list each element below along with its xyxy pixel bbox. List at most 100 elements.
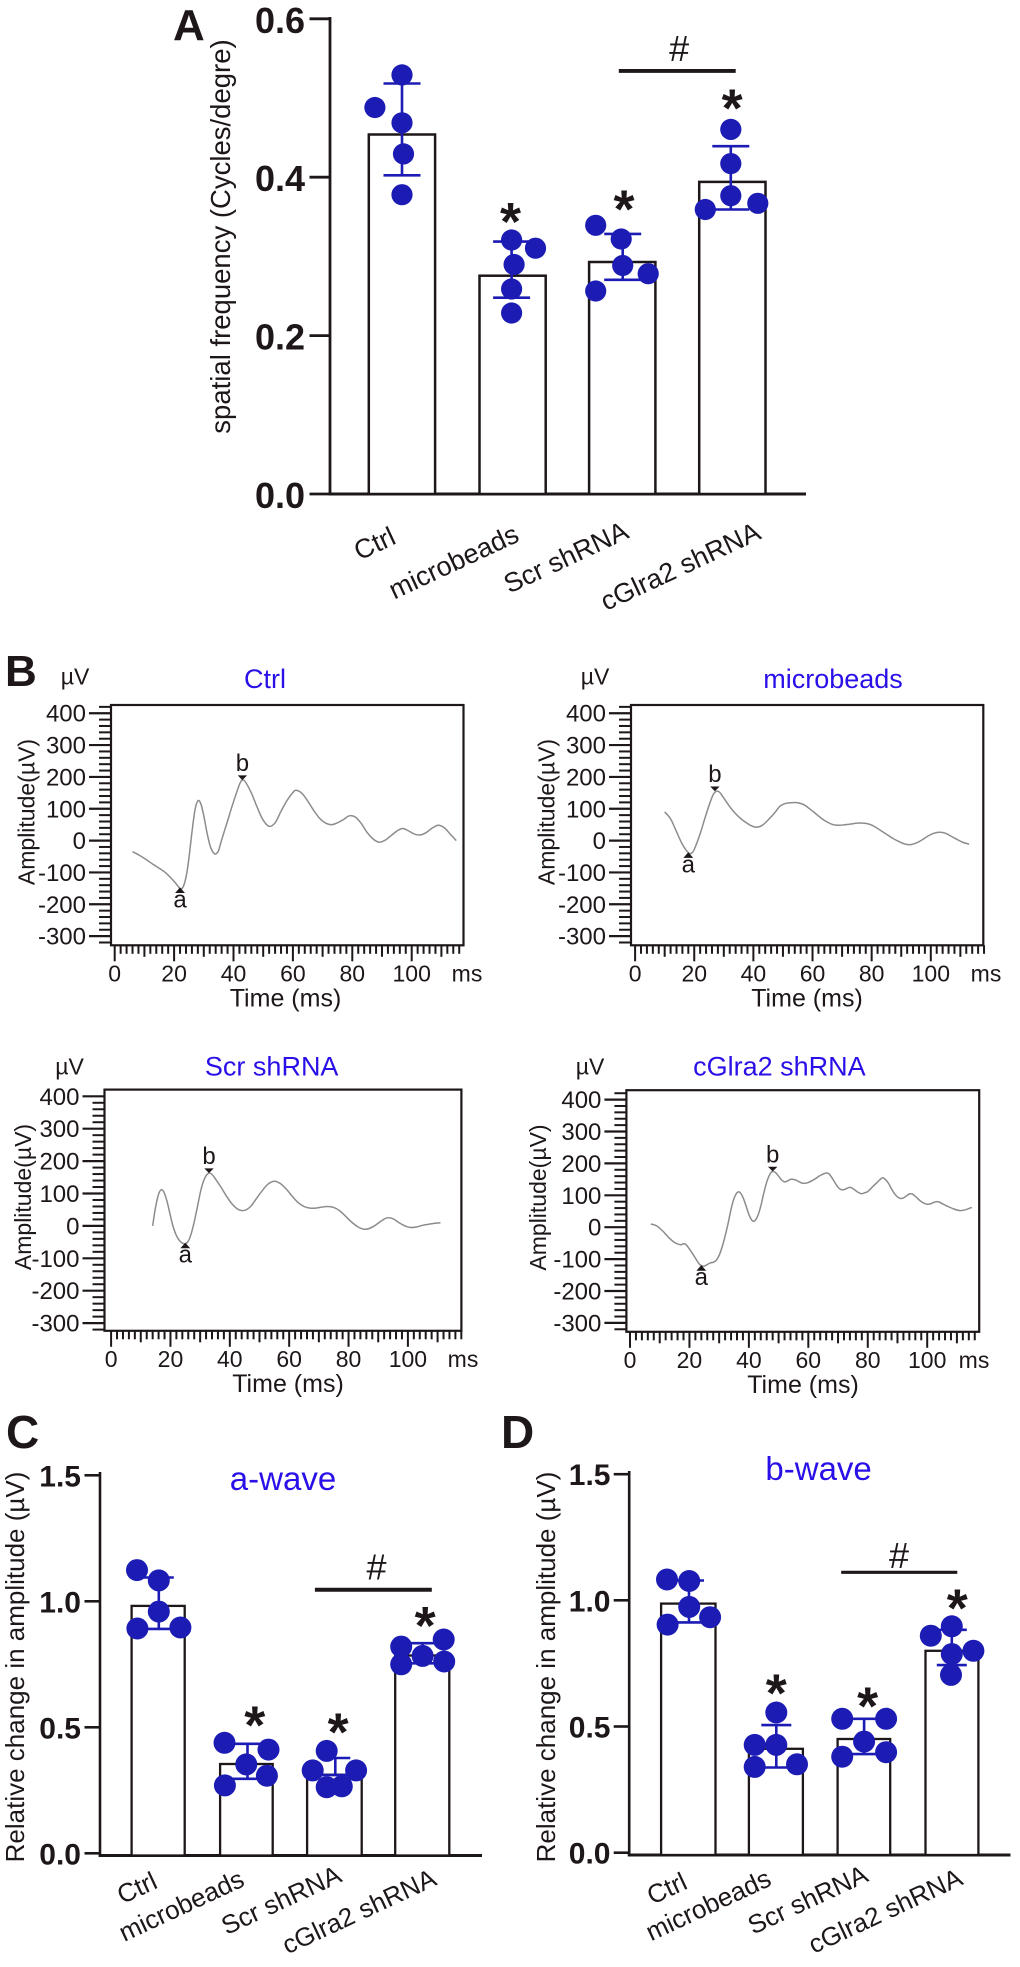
svg-text:0: 0 bbox=[588, 1215, 601, 1242]
svg-text:0: 0 bbox=[629, 960, 642, 986]
svg-text:Relative change in amplitude (: Relative change in amplitude (µV) bbox=[0, 1472, 30, 1863]
svg-text:0.0: 0.0 bbox=[39, 1838, 81, 1871]
svg-text:0: 0 bbox=[105, 1346, 118, 1372]
svg-text:80: 80 bbox=[859, 960, 885, 986]
svg-text:300: 300 bbox=[46, 733, 86, 760]
svg-text:-200: -200 bbox=[31, 1278, 79, 1305]
svg-text:Amplitude(µV): Amplitude(µV) bbox=[534, 739, 560, 885]
svg-text:100: 100 bbox=[566, 796, 606, 823]
svg-text:60: 60 bbox=[276, 1346, 302, 1372]
svg-text:*: * bbox=[415, 1596, 436, 1656]
svg-text:*: * bbox=[766, 1664, 787, 1724]
svg-text:b: b bbox=[202, 1143, 215, 1170]
svg-text:-300: -300 bbox=[31, 1311, 79, 1338]
svg-text:200: 200 bbox=[566, 764, 606, 791]
svg-text:400: 400 bbox=[561, 1087, 601, 1114]
svg-text:20: 20 bbox=[158, 1346, 184, 1372]
svg-text:microbeads: microbeads bbox=[763, 664, 903, 694]
svg-text:0.2: 0.2 bbox=[255, 317, 305, 358]
svg-text:*: * bbox=[947, 1579, 968, 1639]
svg-text:80: 80 bbox=[336, 1346, 362, 1372]
svg-text:*: * bbox=[500, 192, 521, 252]
svg-text:200: 200 bbox=[39, 1149, 79, 1176]
svg-text:1.5: 1.5 bbox=[569, 1459, 611, 1492]
svg-text:Amplitude(µV): Amplitude(µV) bbox=[14, 739, 40, 885]
svg-text:100: 100 bbox=[912, 960, 950, 986]
svg-text:0.0: 0.0 bbox=[569, 1838, 611, 1871]
svg-text:300: 300 bbox=[566, 733, 606, 760]
svg-text:b: b bbox=[766, 1141, 779, 1168]
svg-text:400: 400 bbox=[46, 701, 86, 728]
svg-text:0: 0 bbox=[593, 828, 606, 855]
svg-text:40: 40 bbox=[741, 960, 767, 986]
svg-text:400: 400 bbox=[566, 701, 606, 728]
svg-text:µV: µV bbox=[576, 1054, 605, 1080]
svg-text:Time (ms): Time (ms) bbox=[747, 1371, 859, 1399]
svg-text:0: 0 bbox=[108, 960, 121, 986]
svg-text:*: * bbox=[613, 179, 634, 239]
svg-text:Time (ms): Time (ms) bbox=[232, 1370, 344, 1398]
svg-text:80: 80 bbox=[855, 1347, 881, 1373]
svg-text:b: b bbox=[236, 750, 249, 777]
svg-text:µV: µV bbox=[61, 664, 90, 690]
svg-text:100: 100 bbox=[393, 960, 431, 986]
svg-text:1.0: 1.0 bbox=[569, 1585, 611, 1618]
svg-text:Time (ms): Time (ms) bbox=[230, 984, 342, 1012]
svg-text:-100: -100 bbox=[31, 1246, 79, 1273]
svg-text:a: a bbox=[695, 1264, 709, 1291]
svg-text:0.4: 0.4 bbox=[255, 158, 305, 199]
svg-text:#: # bbox=[366, 1546, 386, 1587]
svg-text:0.0: 0.0 bbox=[255, 475, 305, 516]
svg-text:-300: -300 bbox=[553, 1310, 601, 1337]
svg-text:100: 100 bbox=[908, 1347, 946, 1373]
svg-text:100: 100 bbox=[39, 1181, 79, 1208]
svg-text:-200: -200 bbox=[553, 1279, 601, 1306]
svg-text:0.5: 0.5 bbox=[39, 1712, 81, 1745]
svg-text:B: B bbox=[5, 647, 37, 696]
svg-text:1.5: 1.5 bbox=[39, 1460, 81, 1493]
svg-text:0: 0 bbox=[73, 828, 86, 855]
svg-text:ms: ms bbox=[448, 1346, 479, 1372]
svg-text:*: * bbox=[244, 1695, 265, 1755]
svg-text:300: 300 bbox=[561, 1119, 601, 1146]
svg-text:0.5: 0.5 bbox=[569, 1712, 611, 1745]
svg-text:-100: -100 bbox=[38, 860, 86, 887]
svg-text:40: 40 bbox=[736, 1347, 762, 1373]
svg-text:60: 60 bbox=[796, 1347, 822, 1373]
svg-text:20: 20 bbox=[677, 1347, 703, 1373]
svg-text:100: 100 bbox=[389, 1346, 427, 1372]
svg-text:b-wave: b-wave bbox=[765, 1450, 871, 1487]
svg-text:0: 0 bbox=[624, 1347, 637, 1373]
svg-text:a: a bbox=[173, 886, 187, 913]
svg-text:*: * bbox=[328, 1703, 349, 1763]
svg-text:C: C bbox=[6, 1406, 39, 1458]
svg-text:-300: -300 bbox=[558, 924, 606, 951]
svg-text:0: 0 bbox=[66, 1213, 79, 1240]
svg-text:80: 80 bbox=[340, 960, 366, 986]
svg-text:-200: -200 bbox=[558, 892, 606, 919]
svg-text:60: 60 bbox=[800, 960, 826, 986]
svg-text:Amplitude(µV): Amplitude(µV) bbox=[10, 1124, 36, 1270]
svg-text:40: 40 bbox=[217, 1346, 243, 1372]
svg-text:1.0: 1.0 bbox=[39, 1586, 81, 1619]
svg-text:D: D bbox=[501, 1406, 534, 1458]
svg-text:µV: µV bbox=[55, 1054, 84, 1080]
svg-text:#: # bbox=[669, 28, 689, 69]
svg-text:Ctrl: Ctrl bbox=[244, 664, 286, 694]
svg-text:100: 100 bbox=[561, 1183, 601, 1210]
svg-text:µV: µV bbox=[581, 664, 610, 690]
svg-text:20: 20 bbox=[681, 960, 707, 986]
svg-text:b: b bbox=[708, 761, 721, 788]
svg-text:ms: ms bbox=[452, 960, 483, 986]
svg-text:a: a bbox=[682, 851, 696, 878]
svg-text:Scr shRNA: Scr shRNA bbox=[205, 1052, 339, 1082]
svg-text:Relative change in amplitude (: Relative change in amplitude (µV) bbox=[531, 1472, 561, 1863]
svg-text:*: * bbox=[722, 78, 743, 138]
svg-text:400: 400 bbox=[39, 1084, 79, 1111]
svg-text:0.6: 0.6 bbox=[255, 0, 305, 41]
svg-text:60: 60 bbox=[280, 960, 306, 986]
svg-text:20: 20 bbox=[161, 960, 187, 986]
svg-text:spatial frequency (Cycles/degr: spatial frequency (Cycles/degre) bbox=[205, 39, 236, 433]
svg-text:-100: -100 bbox=[553, 1247, 601, 1274]
svg-text:a: a bbox=[179, 1242, 193, 1269]
